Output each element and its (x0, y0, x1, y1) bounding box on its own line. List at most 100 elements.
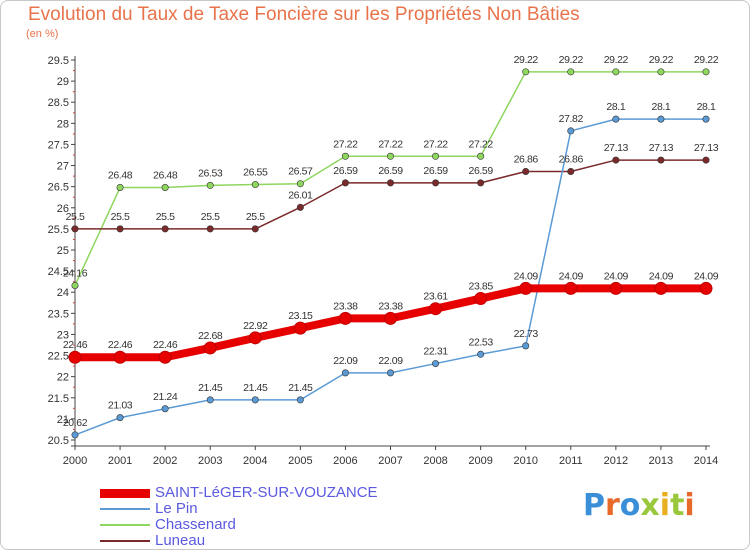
x-tick-label: 2004 (243, 455, 267, 467)
data-label: 29.22 (514, 54, 539, 66)
data-point (296, 396, 304, 404)
data-point (567, 167, 575, 175)
data-point (296, 203, 304, 211)
data-label: 26.55 (243, 167, 268, 179)
data-label: 27.22 (378, 138, 403, 150)
data-point (341, 369, 349, 377)
data-label: 20.62 (63, 417, 88, 429)
data-point (161, 225, 169, 233)
x-tick-label: 2001 (108, 455, 132, 467)
data-label: 22.46 (108, 339, 133, 351)
x-tick-label: 2008 (423, 455, 447, 467)
data-label: 29.22 (559, 54, 584, 66)
x-tick-label: 2003 (198, 455, 222, 467)
x-tick-label: 2011 (559, 455, 583, 467)
data-point (386, 152, 394, 160)
legend-item: Le Pin (100, 501, 378, 517)
data-label: 26.53 (198, 167, 223, 179)
data-label: 27.13 (694, 142, 719, 154)
data-label: 21.03 (108, 400, 133, 412)
data-label: 22.09 (333, 355, 358, 367)
data-label: 26.59 (469, 165, 494, 177)
y-tick-label: 24.5 (48, 266, 69, 278)
legend-swatch (100, 524, 150, 526)
y-tick-label: 24 (57, 287, 69, 299)
data-point (432, 360, 440, 368)
legend-label: Le Pin (155, 500, 198, 517)
data-label: 27.13 (649, 142, 674, 154)
data-point (477, 179, 485, 187)
y-tick-label: 26 (57, 203, 69, 215)
data-point (657, 156, 665, 164)
data-label: 25.5 (156, 211, 175, 223)
data-point (116, 225, 124, 233)
y-tick-label: 29.5 (48, 55, 69, 67)
y-tick-label: 25.5 (48, 224, 69, 236)
x-tick-label: 2010 (513, 455, 537, 467)
data-label: 26.48 (153, 170, 178, 182)
legend-swatch (100, 488, 150, 498)
data-point (522, 342, 530, 350)
data-point (293, 321, 307, 335)
x-tick-label: 2013 (649, 455, 673, 467)
data-point (206, 181, 214, 189)
data-point (341, 179, 349, 187)
x-tick-label: 2007 (378, 455, 402, 467)
data-label: 26.86 (514, 153, 539, 165)
data-point (567, 127, 575, 135)
y-tick-label: 23.5 (48, 308, 69, 320)
y-tick-label: 29 (57, 76, 69, 88)
data-label: 26.57 (288, 166, 313, 178)
data-label: 23.85 (469, 281, 494, 293)
data-point (654, 281, 668, 295)
data-label: 22.53 (469, 336, 494, 348)
data-label: 29.22 (649, 54, 674, 66)
data-label: 21.45 (288, 382, 313, 394)
data-label: 25.5 (201, 211, 220, 223)
data-label: 28.1 (652, 101, 671, 113)
data-point (657, 115, 665, 123)
data-point (206, 225, 214, 233)
data-label: 25.5 (246, 211, 265, 223)
data-point (432, 179, 440, 187)
data-point (116, 184, 124, 192)
data-point (71, 281, 79, 289)
data-point (564, 281, 578, 295)
data-point (474, 292, 488, 306)
data-label: 27.22 (333, 138, 358, 150)
data-label: 22.46 (63, 339, 88, 351)
data-label: 21.45 (198, 382, 223, 394)
data-label: 27.22 (469, 138, 494, 150)
series-2 (71, 68, 710, 289)
x-tick-label: 2005 (288, 455, 312, 467)
data-label: 29.22 (694, 54, 719, 66)
data-point (702, 115, 710, 123)
data-point (68, 350, 82, 364)
y-tick-label: 23 (57, 329, 69, 341)
data-label: 29.22 (604, 54, 629, 66)
data-point (522, 167, 530, 175)
data-label: 21.24 (153, 391, 178, 403)
data-label: 22.68 (198, 330, 223, 342)
data-point (116, 414, 124, 422)
data-label: 23.38 (333, 300, 358, 312)
data-point (429, 302, 443, 316)
y-tick-label: 26.5 (48, 182, 69, 194)
data-point (71, 225, 79, 233)
data-label: 23.38 (378, 300, 403, 312)
proxiti-logo: Proxiti (583, 488, 695, 523)
y-tick-label: 21.5 (48, 393, 69, 405)
y-tick-label: 27 (57, 161, 69, 173)
data-label: 24.16 (63, 267, 88, 279)
data-label: 22.73 (514, 328, 539, 340)
data-point (612, 68, 620, 76)
data-point (386, 179, 394, 187)
data-label: 28.1 (606, 101, 625, 113)
data-point (612, 115, 620, 123)
y-tick-label: 22.5 (48, 351, 69, 363)
data-point (519, 281, 533, 295)
x-tick-label: 2014 (694, 455, 718, 467)
y-tick-label: 21 (57, 414, 69, 426)
legend-swatch (100, 508, 150, 510)
